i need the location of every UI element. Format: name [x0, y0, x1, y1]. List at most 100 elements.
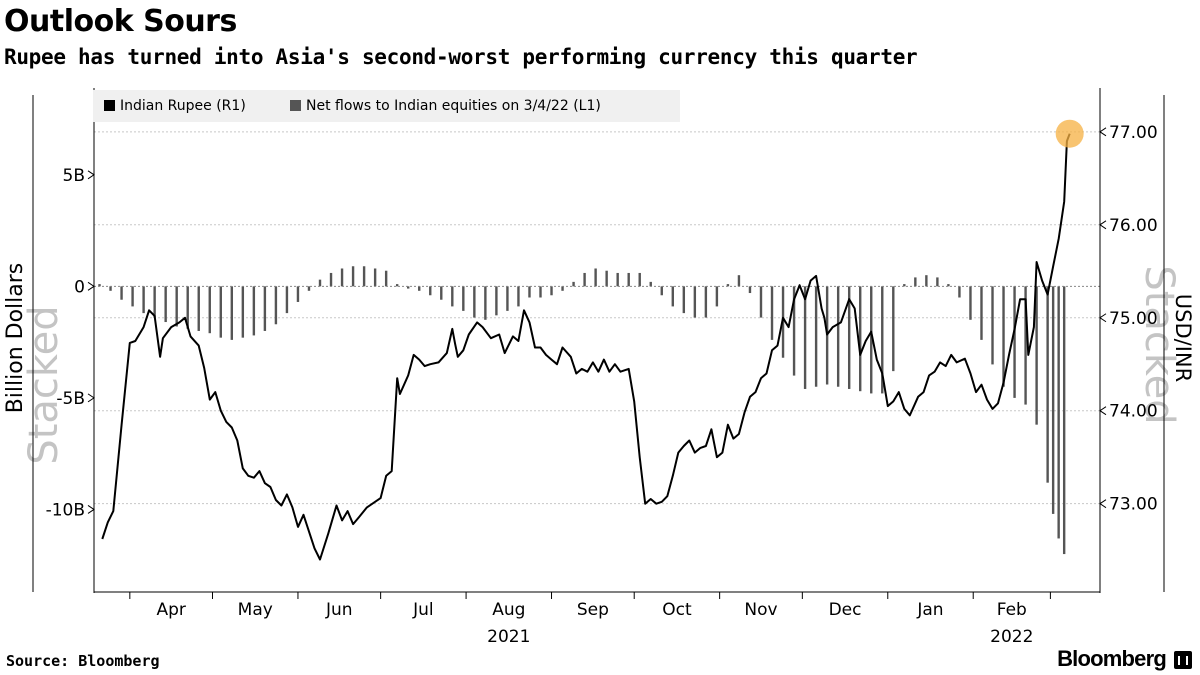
flow-bar	[594, 268, 597, 287]
x-tick-label: Sep	[577, 600, 609, 620]
x-tick-label: May	[238, 600, 273, 620]
flow-bar	[561, 286, 564, 291]
left-tick-label: -10B	[46, 500, 85, 520]
flow-bar	[1051, 286, 1055, 514]
flow-bar	[274, 286, 278, 325]
flow-bar	[329, 272, 333, 287]
flow-bar	[693, 286, 697, 318]
flow-bar	[285, 286, 289, 314]
flow-bar	[484, 286, 487, 320]
flow-bar	[98, 284, 101, 287]
flow-bar	[429, 286, 432, 296]
left-tick-mark	[87, 170, 95, 180]
flow-bar	[814, 286, 818, 387]
flow-bar	[616, 272, 619, 287]
flow-bar	[528, 286, 531, 298]
x-tick-label: Feb	[997, 600, 1027, 620]
flow-bar	[263, 286, 267, 331]
flow-bar	[252, 286, 256, 336]
flow-bar	[748, 286, 752, 294]
gridlines	[94, 131, 1100, 505]
flow-bar	[627, 272, 630, 287]
flow-bar	[307, 286, 311, 291]
flow-bar	[142, 286, 145, 314]
flow-bar	[671, 286, 674, 307]
latest-value-marker	[1055, 119, 1084, 148]
legend-swatch-rupee	[104, 100, 115, 111]
right-tick-label: 77.00	[1109, 123, 1158, 143]
x-tick-label: Aug	[492, 600, 525, 620]
flow-bar	[836, 286, 840, 387]
flow-bar	[219, 286, 222, 338]
right-tick-mark	[1099, 220, 1107, 230]
legend-swatch-flows	[290, 100, 301, 111]
flow-bar	[407, 286, 410, 289]
left-axis-label: Billion Dollars	[3, 263, 28, 414]
right-tick-mark	[1099, 127, 1107, 137]
flow-bar	[418, 286, 421, 291]
flow-bar	[958, 286, 961, 298]
flow-bar	[440, 286, 443, 300]
flow-bar	[351, 266, 355, 287]
flow-bar	[870, 286, 873, 394]
x-tick-label: Dec	[829, 600, 862, 620]
source-note: Source: Bloomberg	[6, 652, 160, 670]
right-tick-label: 76.00	[1109, 216, 1158, 236]
x-tick-label: Jan	[916, 600, 943, 620]
left-tick-mark	[87, 281, 95, 291]
x-tick-label: Jun	[325, 600, 353, 620]
flow-bar	[792, 286, 796, 376]
flow-bar	[605, 270, 608, 287]
right-axis-label: USD/INR	[1171, 294, 1195, 382]
left-tick-label: -5B	[56, 389, 85, 409]
flow-bar	[495, 286, 498, 316]
flow-bar	[462, 286, 465, 311]
flow-bar	[660, 286, 663, 296]
legend-label-rupee: Indian Rupee (R1)	[120, 98, 246, 114]
flow-bar	[892, 286, 895, 372]
flow-bar	[1024, 286, 1027, 405]
flow-bar	[1035, 286, 1038, 425]
flow-bar	[859, 286, 862, 392]
legend: Indian Rupee (R1) Net flows to Indian eq…	[93, 90, 680, 122]
right-tick-mark	[1099, 499, 1107, 509]
x-tick-label: Oct	[662, 600, 692, 620]
flow-bar	[395, 284, 399, 287]
flow-bar	[881, 286, 884, 394]
flow-bar	[759, 286, 763, 318]
flow-bar	[1062, 286, 1066, 555]
terminal-icon	[1174, 651, 1192, 669]
flow-bar	[208, 286, 211, 334]
flow-bar	[914, 277, 917, 287]
rupee-line	[101, 133, 1071, 561]
left-axis-ticks: 5B 0 -5B -10B	[46, 166, 95, 520]
left-tick-mark	[87, 393, 95, 403]
flow-bar	[517, 286, 520, 307]
chart-title: Outlook Sours	[4, 4, 237, 39]
flow-bar	[550, 286, 553, 296]
flow-bar	[947, 284, 950, 287]
right-tick-mark	[1099, 313, 1107, 323]
flow-bar	[296, 286, 300, 302]
flow-bar	[649, 281, 652, 287]
flow-bar	[451, 286, 454, 307]
flow-bar	[120, 286, 123, 300]
x-tick-label: Apr	[156, 600, 185, 620]
left-tick-label: 0	[74, 277, 85, 297]
flow-bar	[318, 279, 322, 287]
flow-bar	[473, 286, 476, 318]
flow-bar	[1002, 286, 1005, 387]
flow-bar	[991, 286, 994, 365]
flow-bar	[980, 286, 983, 340]
flow-bar	[1013, 286, 1016, 398]
watermark-right: Stacked	[1136, 265, 1182, 424]
x-tick-label: Jul	[412, 600, 434, 620]
x-year-label: 2021	[487, 627, 530, 645]
flow-bar	[715, 286, 719, 307]
flow-bar	[175, 286, 178, 327]
flow-bar	[164, 286, 167, 323]
bloomberg-logo: Bloomberg	[1057, 646, 1167, 671]
flow-bar	[384, 270, 388, 287]
flow-bar	[539, 286, 542, 298]
flow-bar	[737, 275, 741, 287]
